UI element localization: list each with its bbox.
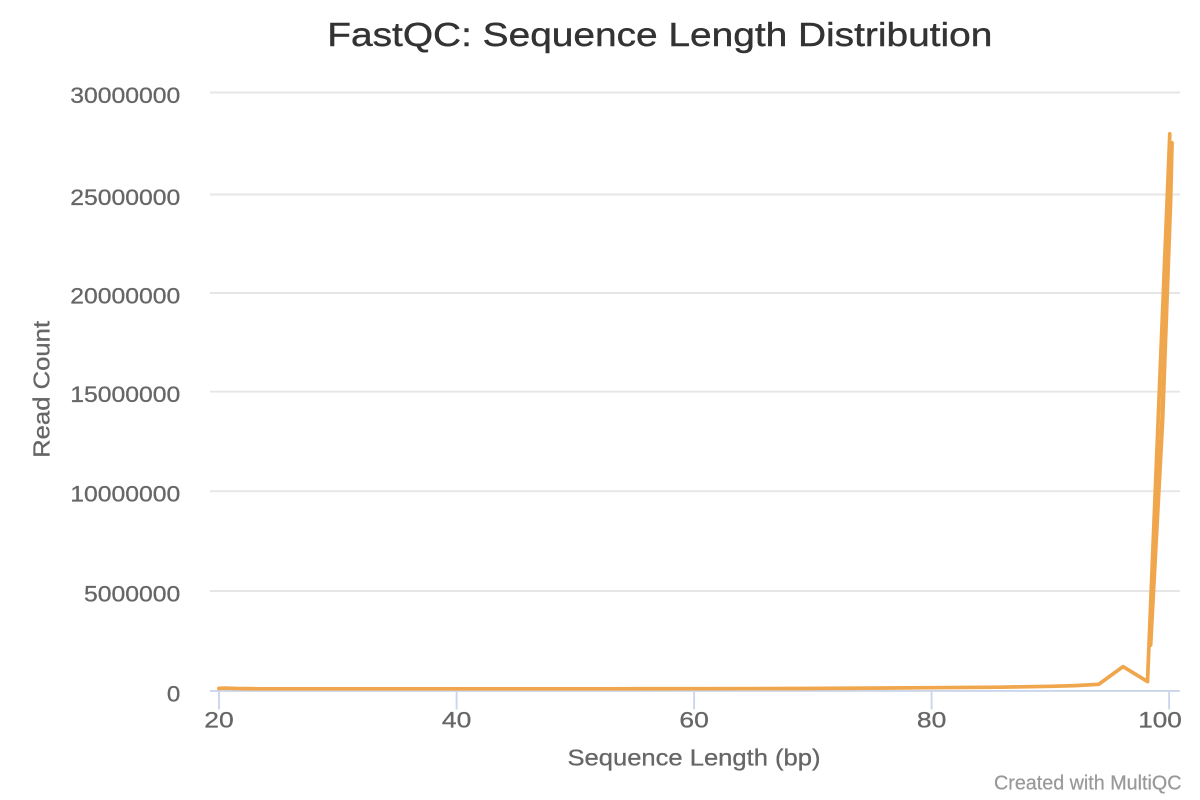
svg-text:30000000: 30000000 — [70, 83, 180, 108]
svg-text:20000000: 20000000 — [70, 283, 180, 308]
svg-text:5000000: 5000000 — [84, 581, 180, 606]
svg-text:80: 80 — [917, 708, 946, 733]
svg-text:10000000: 10000000 — [70, 482, 180, 507]
svg-text:Read Count: Read Count — [29, 320, 55, 458]
svg-text:0: 0 — [167, 681, 180, 706]
svg-text:100: 100 — [1138, 708, 1182, 733]
svg-text:Sequence Length (bp): Sequence Length (bp) — [568, 745, 821, 771]
svg-text:25000000: 25000000 — [70, 185, 180, 210]
svg-text:Created with MultiQC: Created with MultiQC — [994, 771, 1182, 794]
svg-text:15000000: 15000000 — [70, 382, 180, 407]
svg-text:FastQC: Sequence Length Distri: FastQC: Sequence Length Distribution — [327, 16, 992, 53]
svg-text:40: 40 — [442, 708, 471, 733]
svg-text:60: 60 — [679, 708, 708, 733]
svg-text:20: 20 — [204, 708, 233, 733]
